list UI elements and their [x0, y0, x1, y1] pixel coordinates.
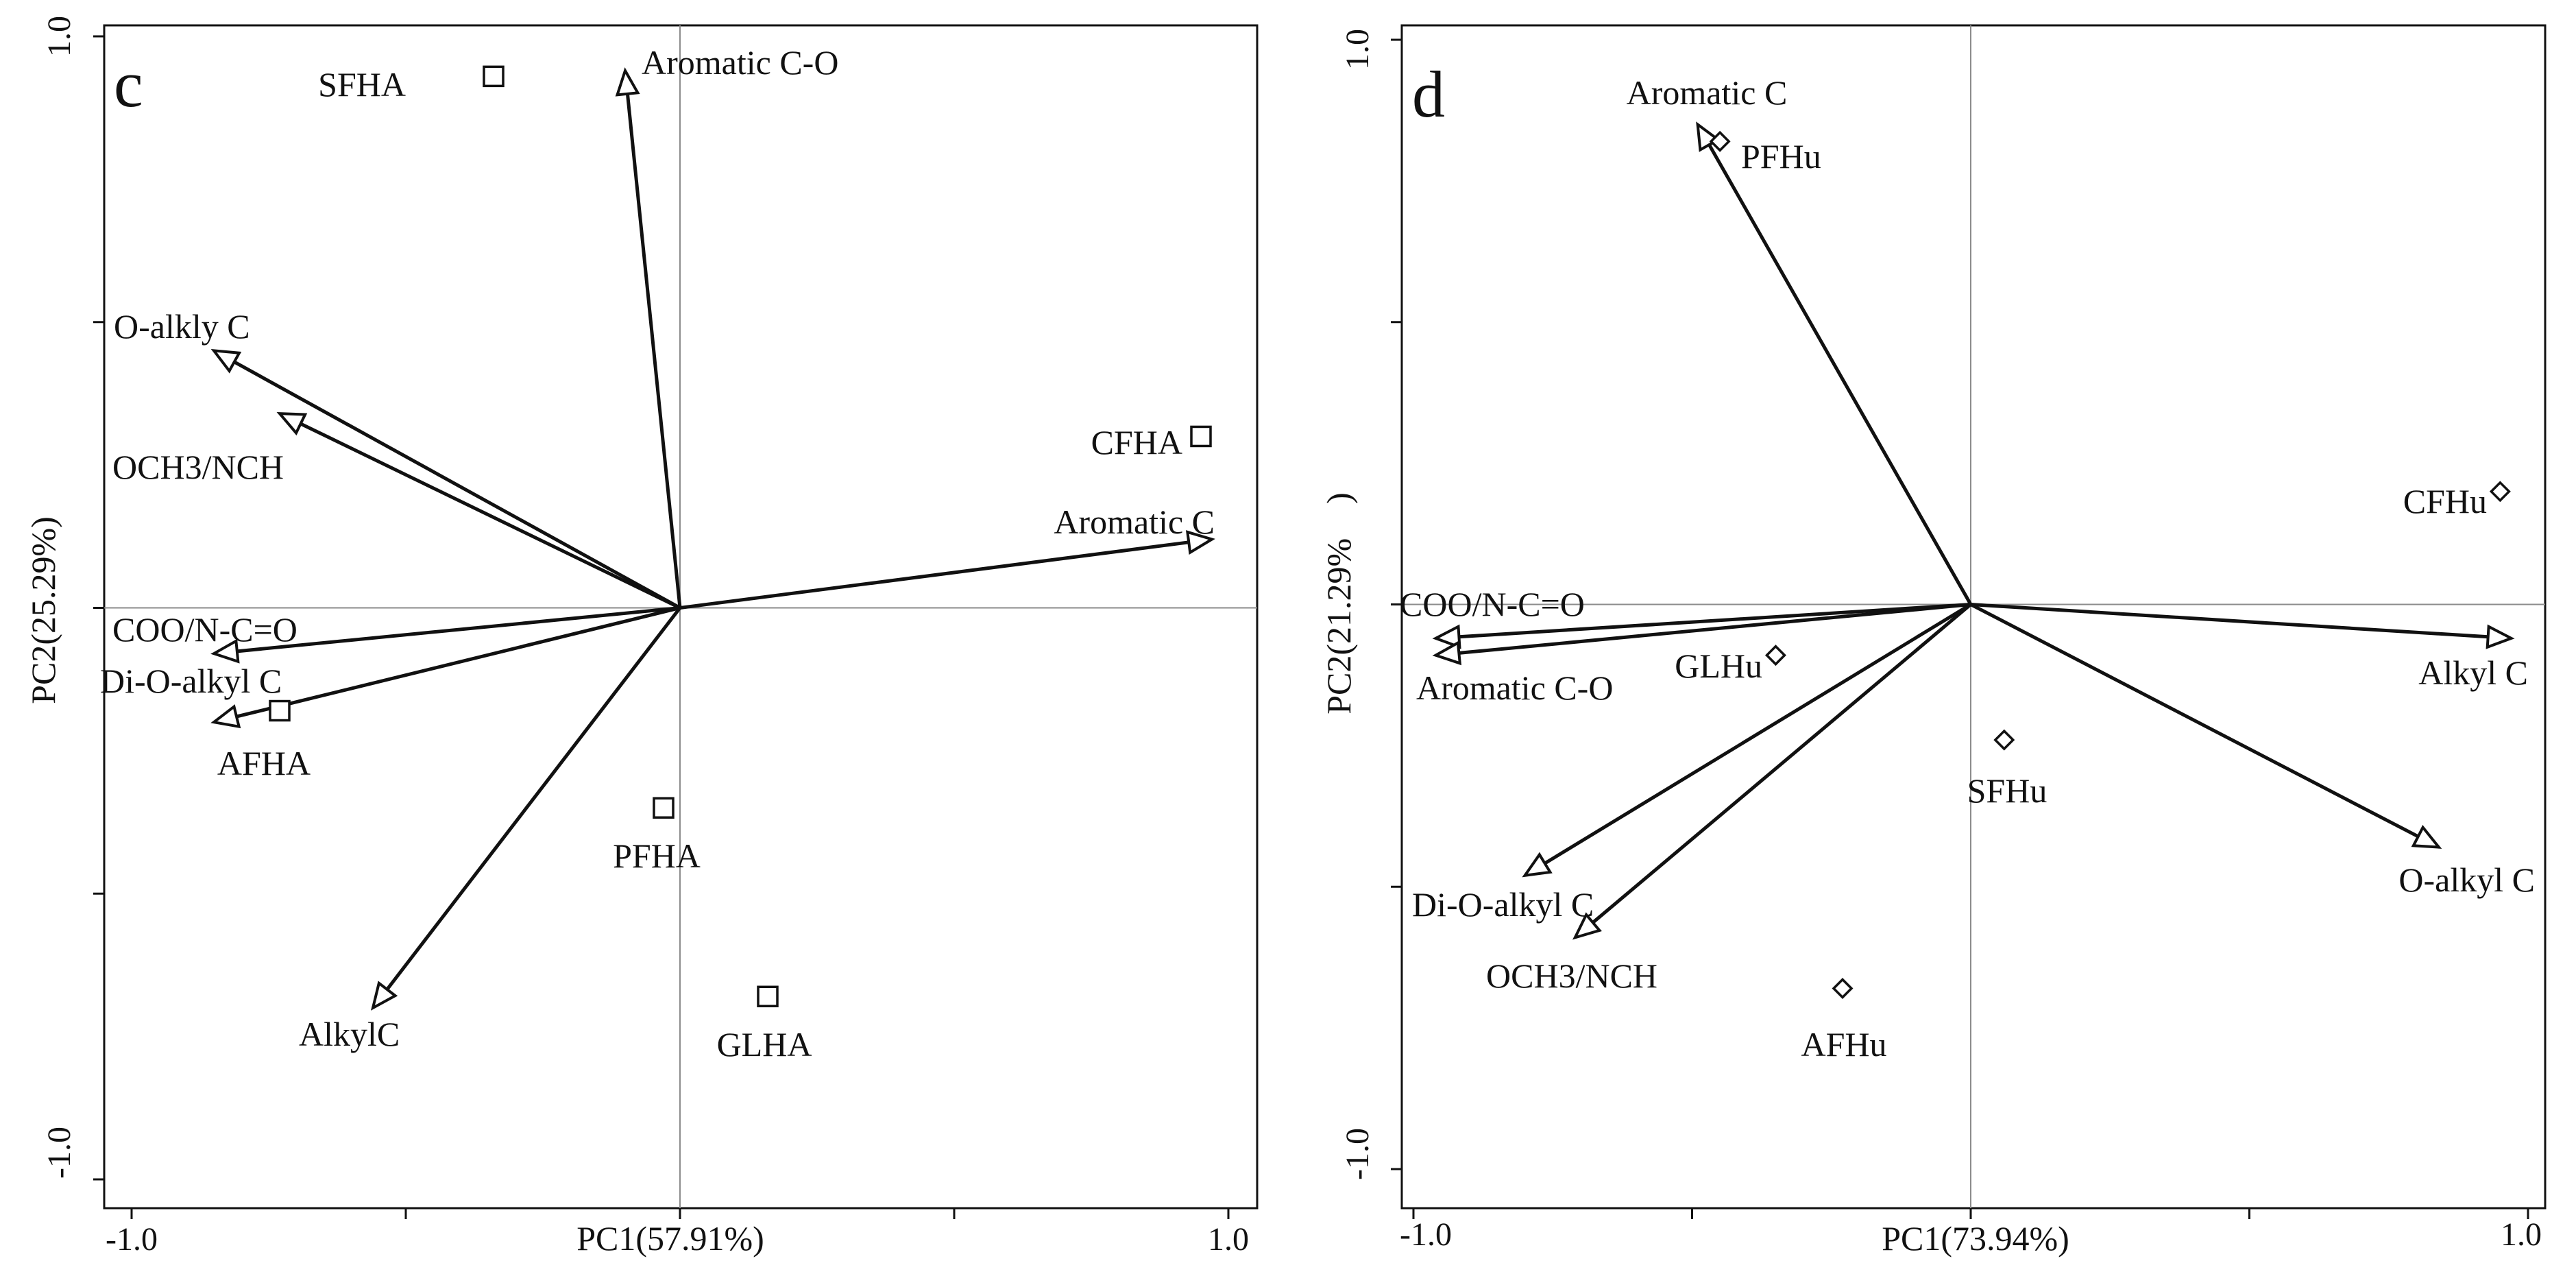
sample-label: SFHu: [1967, 771, 2048, 810]
x-tick-label: -1.0: [1400, 1216, 1452, 1253]
variable-label: COO/N-C=O: [112, 610, 297, 649]
sample-label: GLHu: [1675, 647, 1762, 685]
y-tick-label: -1.0: [41, 1127, 77, 1179]
loading-vector-arrowhead: [2411, 824, 2442, 849]
variable-label: OCH3/NCH: [112, 448, 284, 486]
loading-vector-arrowhead: [1432, 624, 1461, 649]
sample-marker-square: [653, 797, 675, 819]
x-axis-title: PC1(73.94%): [1882, 1219, 2069, 1258]
loading-vector-line: [1970, 603, 2488, 639]
x-tick-label: 1.0: [2501, 1216, 2542, 1253]
sample-label: PFHu: [1741, 137, 1821, 176]
loading-vector-line: [385, 606, 681, 991]
y-tick-label: -1.0: [1339, 1128, 1376, 1180]
sample-label: SFHA: [318, 65, 406, 104]
sample-label: CFHu: [2403, 482, 2487, 520]
variable-label: COO/N-C=O: [1400, 585, 1585, 623]
loading-vector-line: [300, 422, 681, 610]
variable-label: Di-O-alkyl C: [100, 662, 282, 700]
loading-vector-line: [1459, 603, 1971, 639]
x-tick-label: -1.0: [106, 1221, 158, 1258]
variable-label: AlkylC: [299, 1015, 400, 1053]
loading-vector-arrowhead: [1572, 912, 1602, 940]
panel-d: d 1.0 -1.0 -1.0 1.0 PC1(73.94%) PC2(21.2…: [1320, 24, 2547, 1258]
loading-vector-arrowhead: [1185, 530, 1215, 555]
y-axis-title: PC2(25.29%): [24, 516, 62, 704]
loading-vector-arrowhead: [2486, 624, 2515, 649]
variable-label: Aromatic C: [1627, 73, 1788, 112]
loading-vector-arrowhead: [276, 411, 308, 436]
sample-label: PFHA: [613, 837, 701, 875]
sample-marker-square: [1190, 425, 1212, 448]
x-axis-title: PC1(57.91%): [576, 1219, 764, 1258]
loading-vector-line: [233, 360, 681, 610]
variable-label: O-alkly C: [114, 307, 250, 346]
sample-label: CFHA: [1091, 423, 1182, 461]
loading-vector-line: [625, 93, 682, 608]
loading-vector-arrowhead: [210, 704, 241, 729]
y-axis-title: PC2(21.29% ): [1320, 492, 1358, 714]
panel-label: d: [1412, 58, 1445, 131]
x-tick-label: 1.0: [1208, 1221, 1249, 1258]
sample-marker-diamond: [1832, 978, 1854, 999]
sample-marker-diamond: [1764, 645, 1786, 666]
sample-label: GLHA: [717, 1025, 812, 1063]
sample-marker-diamond: [1709, 130, 1731, 152]
plot-frame: [1400, 24, 2547, 1210]
variable-label: Alkyl C: [2418, 653, 2528, 692]
loading-vector-arrowhead: [1522, 852, 1553, 878]
y-tick-label: 1.0: [41, 16, 77, 57]
loading-vector-arrowhead: [370, 981, 398, 1011]
sample-marker-diamond: [1993, 729, 2015, 751]
loading-vector-line: [679, 540, 1189, 610]
loading-vector-line: [236, 606, 681, 719]
variable-label: Di-O-alkyl C: [1412, 885, 1594, 924]
loading-vector-arrowhead: [1432, 640, 1462, 666]
sample-label: AFHA: [217, 744, 311, 782]
panel-label: c: [114, 47, 143, 121]
loading-vectors: [1432, 121, 2515, 940]
loading-vector-arrowhead: [210, 349, 242, 374]
loading-vector-arrowhead: [615, 67, 640, 97]
loading-vector-line: [1459, 603, 1971, 655]
loading-vector-line: [1969, 603, 2419, 839]
panel-c: c 1.0 -1.0 -1.0 1.0 PC1(57.91%) PC2(25.2…: [24, 16, 1259, 1258]
variable-label: O-alkyl C: [2398, 861, 2535, 899]
loading-vector-line: [1544, 603, 1972, 865]
loading-vector-arrowhead: [1696, 121, 1721, 152]
loading-vectors: [210, 67, 1215, 1011]
loading-vector-line: [1592, 603, 1972, 924]
sample-marker-square: [757, 985, 779, 1008]
sample-points: [269, 65, 1212, 1008]
sample-marker-square: [483, 65, 505, 88]
y-tick-label: 1.0: [1339, 29, 1376, 70]
sample-label: AFHu: [1801, 1025, 1886, 1063]
loading-vector-line: [236, 606, 681, 653]
sample-points: [1709, 130, 2511, 999]
variable-label: OCH3/NCH: [1486, 957, 1657, 995]
sample-marker-square: [269, 699, 291, 722]
variable-label: Aromatic C: [1054, 503, 1215, 541]
sample-marker-diamond: [2489, 481, 2511, 503]
variable-label: Aromatic C-O: [642, 43, 838, 82]
loading-vector-line: [1708, 143, 1973, 605]
loading-vector-arrowhead: [210, 638, 240, 664]
variable-label: Aromatic C-O: [1416, 669, 1613, 707]
